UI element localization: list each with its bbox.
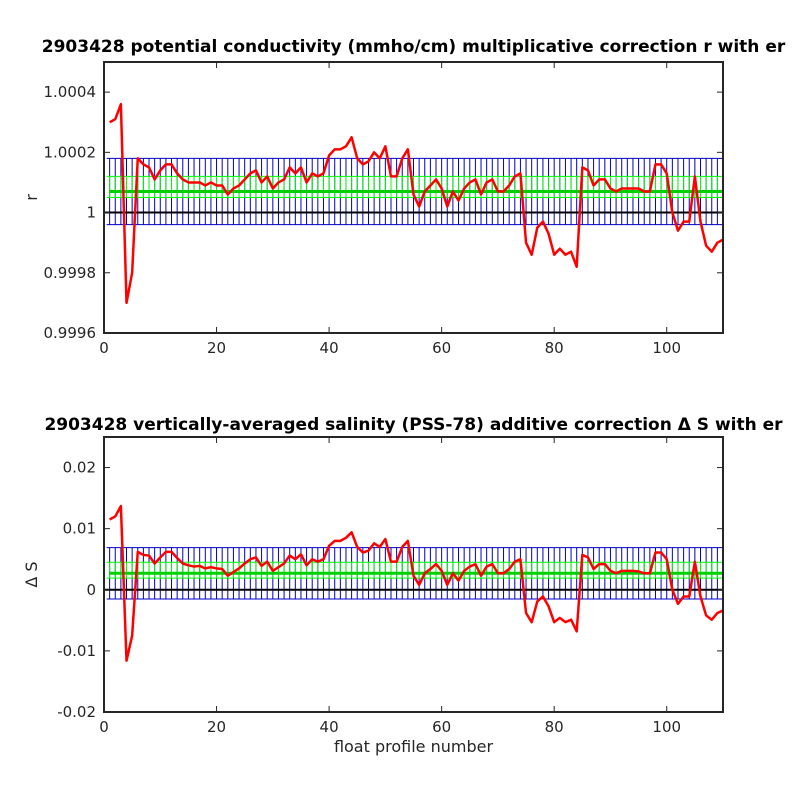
plot-data-area [104,504,723,662]
y-tick-label: 0.02 [63,459,96,477]
y-tick-label: 0 [86,581,96,599]
x-tick-label: 60 [432,339,451,357]
y-tick-label: 0.01 [63,520,96,538]
x-tick-label: 40 [320,339,339,357]
axes-frame [103,61,724,334]
x-axis-label: float profile number [334,737,494,756]
x-tick-label: 0 [99,339,109,357]
x-tick-label: 80 [545,339,564,357]
chart-title: 2903428 vertically-averaged salinity (PS… [44,415,783,435]
salinity-correction-plot: 0 20 40 60 80 100 -0.02 -0.01 0 0.01 0.02 2903428 v… [22,415,783,756]
plot-data-area [104,102,723,305]
y-tick-label: 1.0002 [44,143,97,161]
correction-series-line [109,504,723,662]
x-tick-label: 80 [545,718,564,736]
y-tick-label: -0.01 [57,642,96,660]
y-axis-label: r [22,194,41,201]
y-tick-label: -0.02 [57,703,96,721]
y-tick-label: 1.0004 [44,83,97,101]
x-tick-label: 40 [320,718,339,736]
x-tick-label: 100 [652,718,681,736]
x-tick-label: 20 [207,339,226,357]
x-tick-label: 100 [652,339,681,357]
x-tick-label: 20 [207,718,226,736]
x-tick-label: 60 [432,718,451,736]
axes-frame [103,436,724,713]
y-axis-label: Δ S [22,561,41,587]
correction-series-line [109,102,723,305]
x-tick-label: 0 [99,718,109,736]
conductivity-correction-plot: 0 20 40 60 80 100 0.9996 0.9998 1 1.0002 1.0004 290… [22,37,786,357]
chart-title: 2903428 potential conductivity (mmho/cm)… [42,37,786,57]
y-tick-label: 0.9998 [44,264,97,282]
y-tick-label: 1 [86,204,96,222]
y-tick-label: 0.9996 [44,324,97,342]
